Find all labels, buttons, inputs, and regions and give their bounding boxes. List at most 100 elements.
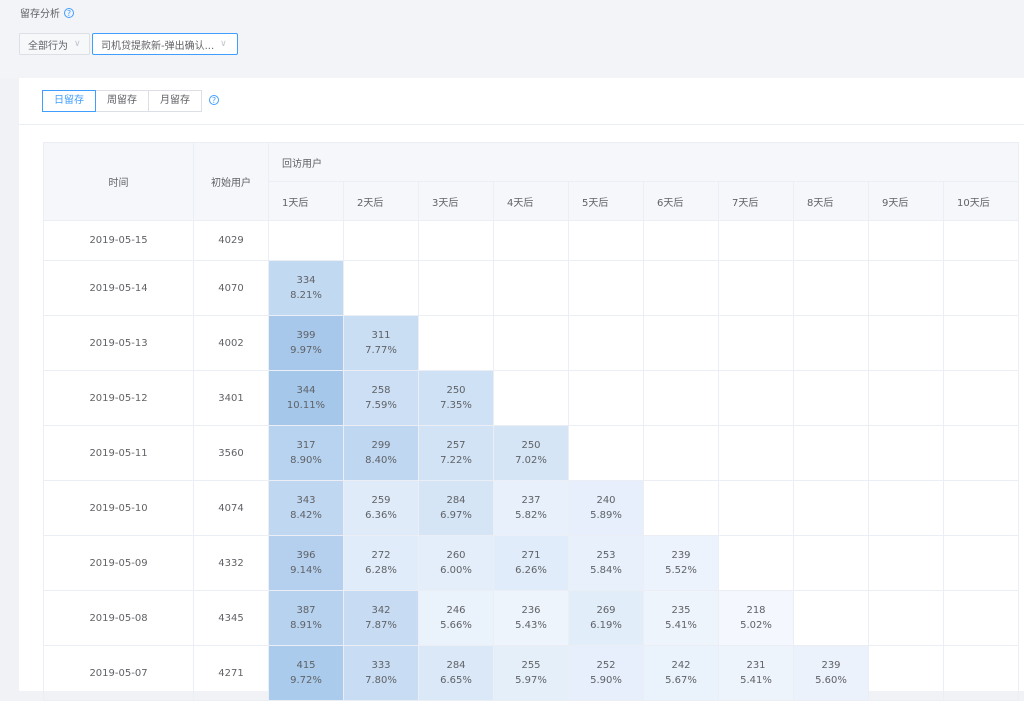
row-date: 2019-05-08 bbox=[43, 590, 194, 646]
retention-cell bbox=[868, 370, 944, 426]
tabs-help-icon[interactable]: ? bbox=[209, 95, 219, 105]
retention-cell bbox=[568, 370, 644, 426]
retention-percent: 7.77% bbox=[365, 345, 397, 356]
retention-cell: 250 7.02% bbox=[493, 425, 569, 481]
retention-percent: 5.97% bbox=[515, 675, 547, 686]
column-header-day: 10天后 bbox=[943, 181, 1019, 221]
row-initial-users: 4070 bbox=[193, 260, 269, 316]
column-header-day: 4天后 bbox=[493, 181, 569, 221]
column-header-day: 6天后 bbox=[643, 181, 719, 221]
retention-percent: 8.90% bbox=[290, 455, 322, 466]
retention-cell bbox=[793, 480, 869, 536]
retention-cell bbox=[418, 260, 494, 316]
retention-percent: 6.97% bbox=[440, 510, 472, 521]
retention-cell bbox=[718, 370, 794, 426]
table-row: 2019-05-08 4345 387 8.91% 342 7.87% 246 5.66% 23… bbox=[43, 590, 1019, 646]
table-row: 2019-05-14 4070 334 8.21% bbox=[43, 260, 1019, 316]
retention-percent: 5.67% bbox=[665, 675, 697, 686]
retention-percent: 5.43% bbox=[515, 620, 547, 631]
tab-daily[interactable]: 日留存 bbox=[42, 90, 96, 112]
retention-percent: 9.97% bbox=[290, 345, 322, 356]
retention-cell bbox=[793, 590, 869, 646]
retention-percent: 6.65% bbox=[440, 675, 472, 686]
retention-cell: 239 5.60% bbox=[793, 645, 869, 701]
behavior-select[interactable]: 全部行为 ∨ bbox=[19, 33, 90, 55]
retention-cell bbox=[568, 220, 644, 261]
event-select[interactable]: 司机贷提款新-弹出确认... ∨ bbox=[92, 33, 238, 55]
retention-count: 333 bbox=[371, 660, 391, 671]
retention-cell: 231 5.41% bbox=[718, 645, 794, 701]
retention-cell bbox=[943, 645, 1019, 701]
retention-cell bbox=[718, 220, 794, 261]
retention-count: 299 bbox=[371, 440, 391, 451]
retention-cell: 415 9.72% bbox=[268, 645, 344, 701]
help-icon[interactable]: ? bbox=[64, 7, 74, 18]
table-row: 2019-05-12 3401 344 10.11% 258 7.59% 250 7.35% bbox=[43, 370, 1019, 426]
table-row: 2019-05-13 4002 399 9.97% 311 7.77% bbox=[43, 315, 1019, 371]
retention-count: 311 bbox=[371, 330, 391, 341]
retention-count: 252 bbox=[596, 660, 616, 671]
retention-cell bbox=[493, 315, 569, 371]
retention-cell bbox=[868, 260, 944, 316]
retention-count: 246 bbox=[446, 605, 466, 616]
table-row: 2019-05-15 4029 bbox=[43, 220, 1019, 261]
retention-count: 387 bbox=[296, 605, 316, 616]
retention-period-tabs: 日留存 周留存 月留存 bbox=[42, 90, 202, 112]
retention-percent: 5.60% bbox=[815, 675, 847, 686]
retention-count: 260 bbox=[446, 550, 466, 561]
retention-cell: 317 8.90% bbox=[268, 425, 344, 481]
retention-panel: 日留存 周留存 月留存 ? 时间 初始用户 回访用户 1天后 2天后 3天后 4天后 5… bbox=[19, 78, 1024, 701]
retention-count: 240 bbox=[596, 495, 616, 506]
retention-percent: 6.28% bbox=[365, 565, 397, 576]
retention-cell bbox=[493, 220, 569, 261]
retention-cell: 396 9.14% bbox=[268, 535, 344, 591]
retention-percent: 7.80% bbox=[365, 675, 397, 686]
retention-cell: 299 8.40% bbox=[343, 425, 419, 481]
column-header-day: 3天后 bbox=[418, 181, 494, 221]
retention-count: 343 bbox=[296, 495, 316, 506]
column-header-initial-users: 初始用户 bbox=[193, 142, 269, 221]
retention-table: 时间 初始用户 回访用户 1天后 2天后 3天后 4天后 5天后 6天后 7天后 8天后 9天后… bbox=[43, 142, 1019, 701]
row-initial-users: 3401 bbox=[193, 370, 269, 426]
page-title-text: 留存分析 bbox=[20, 9, 60, 20]
retention-cell bbox=[943, 425, 1019, 481]
retention-count: 415 bbox=[296, 660, 316, 671]
retention-cell: 272 6.28% bbox=[343, 535, 419, 591]
column-header-day: 2天后 bbox=[343, 181, 419, 221]
retention-cell bbox=[943, 220, 1019, 261]
retention-cell: 253 5.84% bbox=[568, 535, 644, 591]
column-header-day: 5天后 bbox=[568, 181, 644, 221]
retention-count: 218 bbox=[746, 605, 766, 616]
retention-cell bbox=[643, 220, 719, 261]
retention-cell bbox=[643, 315, 719, 371]
row-date: 2019-05-13 bbox=[43, 315, 194, 371]
retention-cell bbox=[868, 480, 944, 536]
retention-percent: 7.22% bbox=[440, 455, 472, 466]
retention-cell: 284 6.97% bbox=[418, 480, 494, 536]
retention-count: 236 bbox=[521, 605, 541, 616]
retention-percent: 8.40% bbox=[365, 455, 397, 466]
tab-weekly[interactable]: 周留存 bbox=[95, 90, 149, 112]
retention-count: 239 bbox=[671, 550, 691, 561]
retention-cell bbox=[493, 260, 569, 316]
column-header-day: 8天后 bbox=[793, 181, 869, 221]
retention-count: 272 bbox=[371, 550, 391, 561]
retention-cell bbox=[643, 480, 719, 536]
retention-cell: 311 7.77% bbox=[343, 315, 419, 371]
divider bbox=[19, 124, 1024, 125]
row-date: 2019-05-10 bbox=[43, 480, 194, 536]
column-header-day: 1天后 bbox=[268, 181, 344, 221]
retention-cell bbox=[943, 590, 1019, 646]
column-header-day: 9天后 bbox=[868, 181, 944, 221]
retention-cell bbox=[943, 370, 1019, 426]
retention-count: 231 bbox=[746, 660, 766, 671]
row-initial-users: 4271 bbox=[193, 645, 269, 701]
retention-cell bbox=[718, 535, 794, 591]
retention-cell bbox=[718, 480, 794, 536]
retention-count: 257 bbox=[446, 440, 466, 451]
tab-monthly[interactable]: 月留存 bbox=[148, 90, 202, 112]
behavior-select-value: 全部行为 bbox=[28, 40, 68, 52]
row-initial-users: 4029 bbox=[193, 220, 269, 261]
page-title: 留存分析 ? bbox=[20, 5, 74, 20]
retention-cell: 242 5.67% bbox=[643, 645, 719, 701]
